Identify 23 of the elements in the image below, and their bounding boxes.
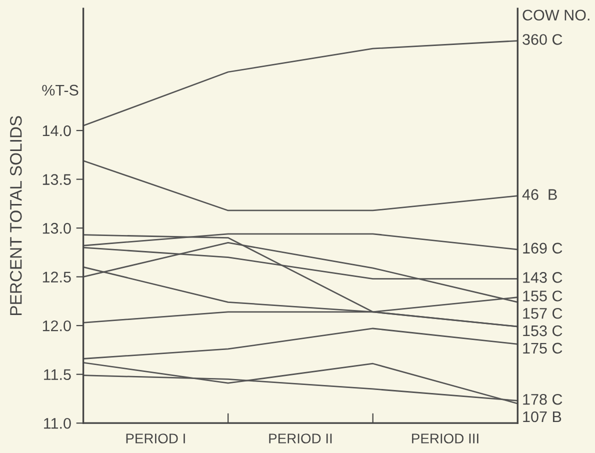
text: PERIOD II <box>269 434 332 444</box>
y-tick-label: 14.0 <box>42 125 71 136</box>
text: PERIOD III <box>412 434 478 444</box>
y-axis-title: PERCENT TOTAL SOLIDS <box>10 116 22 315</box>
series-label: 360 C <box>522 34 562 45</box>
y-tick-label: 13.5 <box>42 174 71 185</box>
series-label: 153 C <box>523 325 562 336</box>
y-tick-label: 12.0 <box>42 320 71 332</box>
text: COW NO. <box>522 10 590 21</box>
text: %T-S <box>42 84 78 96</box>
series-label: 143 C <box>523 272 562 283</box>
series-label: 155 C <box>523 290 562 302</box>
y-tick-label: 13.0 <box>42 222 71 234</box>
y-tick-label: 11.0 <box>44 418 71 429</box>
series-label: 107 B <box>523 411 562 422</box>
series-label: 46 B <box>522 189 557 200</box>
series-label: 175 C <box>523 342 562 354</box>
series-label: 169 C <box>523 242 562 254</box>
series-label: 157 C <box>523 308 562 319</box>
text: PERIOD I <box>126 434 185 444</box>
series-label: 178 C <box>523 394 562 405</box>
y-tick-label: 11.5 <box>44 369 71 380</box>
y-tick-label: 12.5 <box>42 272 71 282</box>
